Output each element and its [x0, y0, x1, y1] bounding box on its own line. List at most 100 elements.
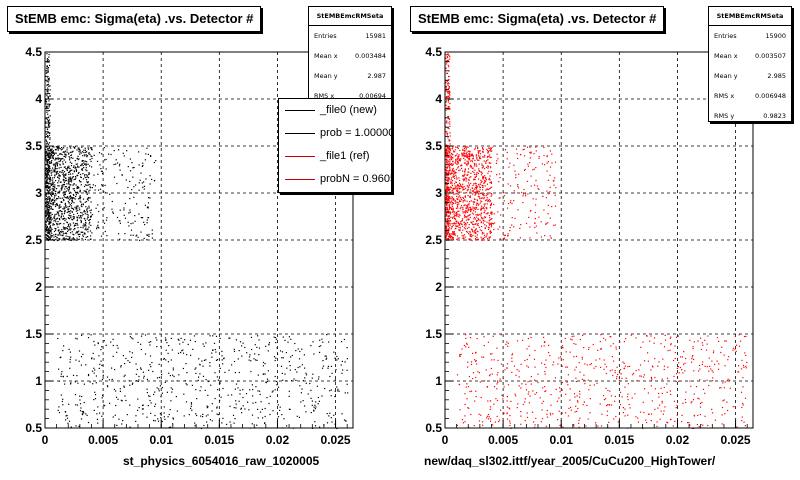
data-point: [445, 144, 447, 146]
data-point: [67, 186, 70, 188]
data-point: [566, 366, 568, 368]
data-point: [264, 422, 266, 425]
data-point: [558, 410, 560, 412]
data-point: [305, 382, 307, 384]
data-point: [252, 402, 254, 404]
data-point: [84, 174, 86, 176]
data-point: [65, 232, 67, 234]
data-point: [465, 152, 467, 154]
data-point: [49, 156, 51, 158]
data-point: [47, 87, 49, 89]
data-point: [462, 210, 464, 213]
data-point: [484, 154, 486, 156]
data-point: [471, 239, 473, 242]
data-point: [458, 226, 460, 229]
data-point: [67, 211, 70, 213]
data-point: [91, 157, 93, 160]
data-point: [68, 225, 70, 227]
data-point: [463, 155, 466, 157]
data-point: [486, 188, 488, 191]
data-point: [124, 363, 126, 365]
data-point: [151, 237, 153, 239]
data-point: [251, 348, 253, 351]
data-point: [52, 223, 54, 225]
data-point: [341, 413, 343, 415]
data-point: [685, 391, 687, 393]
data-point: [76, 223, 78, 225]
data-point: [73, 209, 75, 211]
data-point: [451, 237, 453, 239]
data-point: [678, 380, 680, 382]
data-point: [448, 149, 450, 151]
data-point: [467, 386, 470, 388]
data-point: [193, 335, 196, 337]
data-point: [452, 167, 454, 170]
data-point: [346, 369, 348, 371]
data-point: [470, 209, 472, 211]
data-point: [448, 235, 451, 237]
data-point: [65, 177, 67, 179]
data-point: [600, 425, 603, 427]
data-point: [101, 170, 103, 172]
data-point: [455, 221, 457, 223]
data-point: [513, 164, 515, 166]
data-point: [52, 154, 55, 157]
data-point: [46, 93, 48, 95]
data-point: [58, 238, 60, 240]
data-point: [469, 166, 471, 168]
data-point: [328, 415, 330, 417]
data-point: [461, 225, 464, 227]
data-point: [530, 336, 532, 339]
data-point: [490, 171, 492, 173]
data-point: [65, 168, 67, 170]
data-point: [477, 190, 479, 192]
data-point: [46, 92, 48, 94]
data-point: [81, 413, 83, 415]
data-point: [678, 362, 680, 364]
data-point: [654, 408, 656, 410]
data-point: [71, 207, 73, 209]
data-point: [86, 155, 89, 157]
data-point: [49, 225, 51, 227]
data-point: [51, 182, 53, 185]
data-point: [453, 175, 455, 177]
right-stats-row: RMS x 0.006948: [709, 86, 791, 106]
data-point: [164, 337, 167, 339]
data-point: [462, 201, 464, 203]
data-point: [87, 177, 89, 179]
data-point: [529, 354, 531, 356]
data-point: [625, 377, 627, 379]
data-point: [93, 367, 95, 369]
data-point: [79, 197, 81, 199]
data-point: [75, 184, 77, 186]
data-point: [690, 385, 692, 387]
data-point: [158, 376, 160, 379]
data-point: [478, 218, 480, 221]
data-point: [57, 173, 59, 175]
data-point: [161, 420, 163, 423]
data-point: [446, 223, 448, 225]
left-stats-label: Mean y: [314, 72, 338, 80]
data-point: [46, 184, 48, 187]
data-point: [64, 220, 66, 222]
data-point: [52, 185, 54, 187]
data-point: [576, 400, 579, 402]
data-point: [452, 175, 454, 177]
data-point: [470, 221, 472, 223]
data-point: [467, 174, 469, 176]
data-point: [447, 137, 449, 139]
data-point: [561, 389, 563, 391]
data-point: [482, 175, 484, 177]
data-point: [474, 194, 476, 196]
data-point: [712, 377, 714, 379]
data-point: [446, 147, 448, 149]
data-point: [611, 369, 613, 371]
data-point: [49, 157, 51, 159]
data-point: [455, 168, 457, 171]
data-point: [86, 174, 88, 176]
data-point: [124, 233, 126, 235]
data-point: [46, 207, 48, 209]
data-point: [53, 220, 55, 222]
data-point: [93, 174, 95, 176]
data-point: [190, 405, 192, 407]
